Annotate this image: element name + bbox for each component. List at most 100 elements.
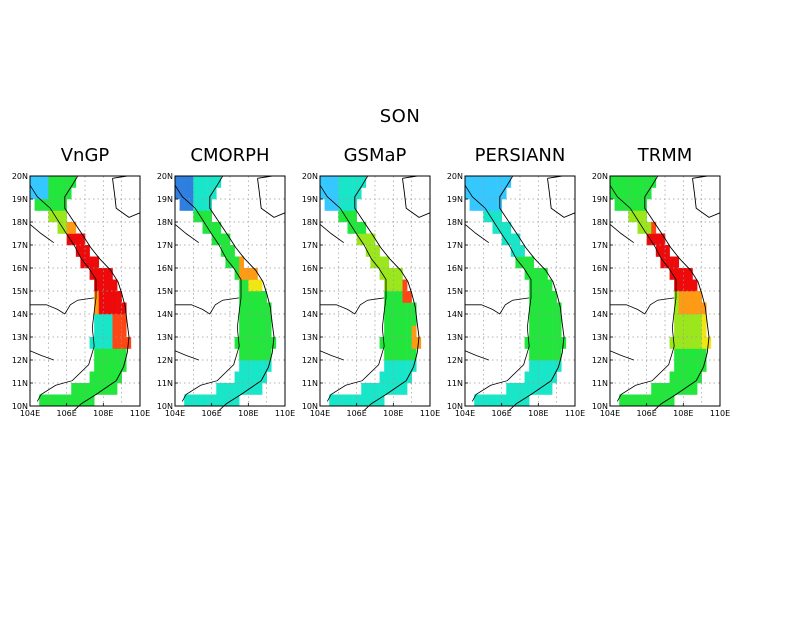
rainfall-cell [651,388,657,395]
rainfall-cell [98,273,104,280]
rainfall-cell [75,400,81,407]
rainfall-cell [556,302,562,309]
rainfall-cell [225,256,231,263]
rainfall-cell [388,296,394,303]
rainfall-cell [39,199,45,206]
rainfall-cell [89,394,95,401]
rainfall-cell [43,400,49,407]
rainfall-cell [248,348,254,355]
rainfall-cell [379,256,385,263]
rainfall-cell [52,216,58,223]
rainfall-cell [207,210,212,217]
rainfall-cell [98,268,104,275]
rainfall-cell [632,216,638,223]
rainfall-cell [529,308,535,315]
rainfall-cell [538,360,544,367]
rainfall-cell [347,193,353,200]
rainfall-cell [48,193,54,200]
rainfall-cell [375,388,380,395]
rainfall-cell [538,377,544,384]
rainfall-cell [628,204,634,211]
rainfall-cell [687,342,693,349]
rainfall-cell [34,199,40,206]
rainfall-cell [687,365,693,372]
rainfall-cell [552,342,557,349]
rainfall-cell [57,193,63,200]
rainfall-cell [234,262,240,269]
rainfall-cell [252,383,258,390]
lat-tick-label: 19N [592,195,608,204]
rainfall-cell [352,193,357,200]
rainfall-cell [687,371,693,378]
country-border [610,297,675,315]
rainfall-cell [257,371,263,378]
rainfall-cell [207,216,212,223]
rainfall-cell [384,273,390,280]
rainfall-cell [80,250,86,257]
rainfall-cell [384,291,390,298]
rainfall-cell [478,181,484,188]
rainfall-cell [411,337,417,344]
rainfall-cell [660,256,666,263]
rainfall-cell [388,325,394,332]
rainfall-cell [98,388,104,395]
rainfall-cell [402,279,408,286]
rainfall-cell [393,348,399,355]
rainfall-cell [614,187,620,194]
rainfall-cell [80,400,86,407]
rainfall-cell [225,383,231,390]
lat-tick-label: 20N [12,172,28,181]
rainfall-cell [94,337,100,344]
rainfall-cell [687,388,693,395]
rainfall-cell [542,360,548,367]
rainfall-cell [52,193,58,200]
rainfall-cell [510,239,516,246]
rainfall-cell [411,331,417,338]
rainfall-cell [248,371,254,378]
rainfall-cell [356,394,362,401]
rainfall-cell [112,388,118,395]
rainfall-cell [211,181,217,188]
rainfall-cell [619,400,625,407]
rainfall-cell [384,383,390,390]
rainfall-cell [75,394,81,401]
rainfall-cell [365,233,371,240]
rainfall-cell [48,176,54,183]
rainfall-cell [257,377,263,384]
rainfall-cell [497,176,502,183]
rainfall-cell [252,377,258,384]
rainfall-cell [257,360,263,367]
lat-tick-label: 16N [157,264,173,273]
rainfall-cell [655,233,661,240]
rainfall-cell [701,302,707,309]
rainfall-cell [103,371,109,378]
rainfall-cell [623,181,629,188]
rainfall-cell [669,337,675,344]
rainfall-cell [678,319,684,326]
rainfall-cell [262,319,267,326]
rainfall-cell [225,262,231,269]
rainfall-cell [610,176,615,183]
rainfall-cell [492,204,498,211]
rainfall-cell [71,394,77,401]
rainfall-cell [529,377,535,384]
rainfall-cell [103,348,109,355]
rainfall-cell [248,354,254,361]
rainfall-cell [107,342,113,349]
rainfall-cell [492,181,498,188]
lon-tick-label: 108E [238,409,258,418]
rainfall-cell [651,181,657,188]
rainfall-cell [356,233,362,240]
rainfall-cell [397,383,403,390]
rainfall-cell [207,222,212,229]
rainfall-cell [193,176,199,183]
lat-tick-label: 12N [447,356,463,365]
rainfall-cell [402,314,408,321]
rainfall-cell [188,187,194,194]
rainfall-cell [388,291,394,298]
rainfall-cell [547,337,553,344]
rainfall-cell [393,325,399,332]
rainfall-cell [692,371,698,378]
rainfall-cell [89,273,95,280]
rainfall-cell [117,337,122,344]
